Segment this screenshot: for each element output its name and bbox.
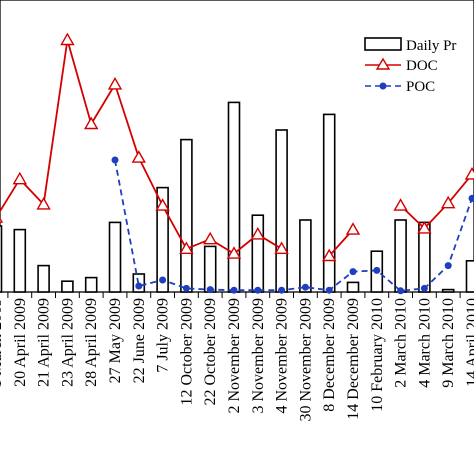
poc-point-12 [254,286,262,294]
legend-doc-label: DOC [406,58,438,74]
doc-line-3 [399,173,473,230]
x-tick-label-10: 22 October 2009 [202,298,219,406]
bar-6 [108,221,122,293]
poc-point-17 [373,266,381,274]
poc-point-8 [159,276,167,284]
doc-point-20 [440,195,456,209]
bar-9 [180,138,193,293]
bar-20 [441,288,455,293]
bar-layer [0,101,474,293]
x-tick-label-11: 2 November 2009 [226,298,243,414]
poc-point-14 [301,283,309,291]
doc-point-8 [155,198,170,211]
line-layer [0,32,474,295]
doc-point-3 [36,196,51,210]
doc-point-21 [464,166,474,180]
legend: Daily Pr DOC POC [364,37,456,95]
bar-12 [251,214,265,293]
x-tick-label-3: 21 April 2009 [36,298,53,387]
x-tick-label-17: 10 February 2010 [369,298,386,412]
poc-point-10 [206,286,214,294]
x-tick-label-1: 1 March 2009 [0,298,5,388]
legend-doc-marker [375,57,391,70]
bar-5 [84,276,98,293]
bar-15 [322,113,336,293]
doc-point-2 [12,171,28,185]
doc-point-10 [202,231,218,245]
x-tick-label-14: 30 November 2009 [297,298,314,422]
doc-point-1 [0,217,4,223]
poc-point-21 [468,194,474,202]
bar-11 [227,101,241,293]
bar-14 [299,219,312,293]
doc-point-16 [345,222,361,235]
x-tick-label-19: 4 March 2010 [416,298,433,388]
x-tick-label-20: 9 March 2010 [440,298,457,388]
doc-point-19 [417,220,432,234]
x-tick-label-16: 14 December 2009 [345,298,362,420]
doc-point-18 [393,198,408,211]
poc-point-9 [182,284,190,292]
bar-2 [13,228,27,293]
x-tick-label-8: 7 July 2009 [155,298,172,373]
x-tick-label-12: 3 November 2009 [250,298,267,414]
poc-point-13 [278,286,286,294]
bar-3 [37,264,50,293]
doc-point-11 [226,246,242,259]
bar-10 [203,245,217,293]
poc-point-15 [325,286,333,294]
x-tick-label-21: 14 April 2010 [464,298,474,387]
bar-18 [394,219,407,293]
bar-21 [465,259,474,293]
bar-1 [0,225,3,293]
poc-point-18 [397,287,405,295]
bar-4 [61,280,74,293]
poc-point-19 [420,284,428,292]
x-tick-label-13: 4 November 2009 [274,298,291,414]
x-tick-label-4: 23 April 2009 [59,298,76,387]
poc-point-11 [230,286,238,294]
x-tick-label-5: 28 April 2009 [83,298,100,387]
x-tick-label-15: 8 December 2009 [321,298,338,412]
x-tick-label-6: 27 May 2009 [107,298,124,383]
legend-bar-label: Daily Pr [406,38,456,54]
poc-point-6 [111,156,119,164]
x-tick-label-7: 22 June 2009 [131,298,148,383]
legend-poc-label: POC [406,79,435,95]
doc-point-5 [83,116,99,130]
doc-point-4 [60,32,75,46]
x-tick-label-2: 20 April 2009 [12,298,29,387]
bar-16 [346,281,360,293]
bar-8 [156,186,169,293]
x-tick-label-9: 12 October 2009 [178,298,195,406]
poc-point-16 [349,268,357,276]
legend-poc-marker [379,82,387,90]
doc-point-12 [250,226,266,240]
bar-13 [275,129,288,293]
doc-point-9 [179,241,194,255]
doc-point-7 [131,150,147,163]
poc-point-20 [444,262,452,270]
doc-point-15 [321,248,337,262]
poc-line-1 [114,159,473,292]
poc-point-7 [135,282,143,290]
x-tick-label-18: 2 March 2010 [393,298,410,388]
doc-point-13 [274,241,289,255]
x-axis: 1 March 2009 20 April 2009 21 April 2009 23… [0,292,474,422]
doc-point-6 [107,76,123,90]
legend-bar-swatch [364,37,402,51]
